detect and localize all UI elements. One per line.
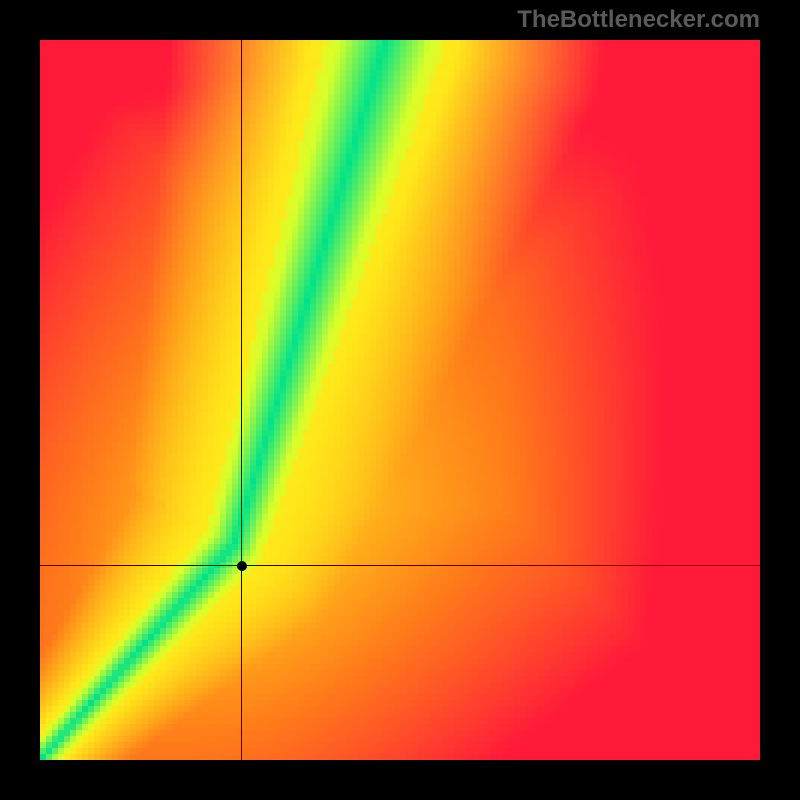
watermark-text: TheBottlenecker.com: [517, 6, 760, 34]
heatmap-canvas: [40, 40, 760, 760]
crosshair-marker: [237, 561, 247, 571]
chart-container: TheBottlenecker.com: [0, 0, 800, 800]
crosshair-vertical: [241, 40, 242, 760]
crosshair-horizontal: [40, 565, 760, 566]
